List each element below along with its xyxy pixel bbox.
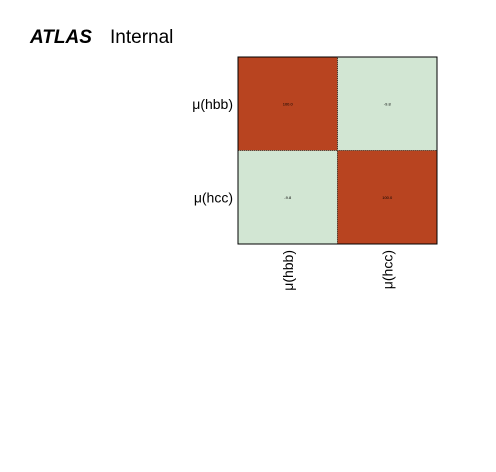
heatmap-cell: [337, 56, 438, 151]
row-labels: μ(hbb) μ(hcc): [192, 96, 233, 206]
plot-frame: [237, 56, 438, 245]
row-label: μ(hbb): [192, 96, 233, 112]
cell-value-label: -9.8: [384, 101, 392, 106]
column-label: μ(hbb): [280, 250, 296, 291]
heatmap-cell: [237, 56, 338, 151]
cell-value-label: -9.8: [284, 195, 292, 200]
experiment-label: ATLAS: [29, 27, 92, 48]
row-label: μ(hcc): [194, 189, 233, 205]
status-label: Internal: [110, 27, 173, 48]
heatmap-cell: [337, 150, 438, 245]
cell-value-label: 100.0: [283, 101, 294, 106]
cell-value-label: 100.0: [382, 195, 393, 200]
column-labels: μ(hbb) μ(hcc): [280, 250, 396, 291]
column-label: μ(hcc): [379, 250, 395, 289]
atlas-label: ATLAS Internal: [29, 27, 173, 48]
heatmap-cells: 100.0 -9.8 -9.8 100.0: [237, 56, 438, 245]
heatmap-cell: [237, 150, 338, 245]
